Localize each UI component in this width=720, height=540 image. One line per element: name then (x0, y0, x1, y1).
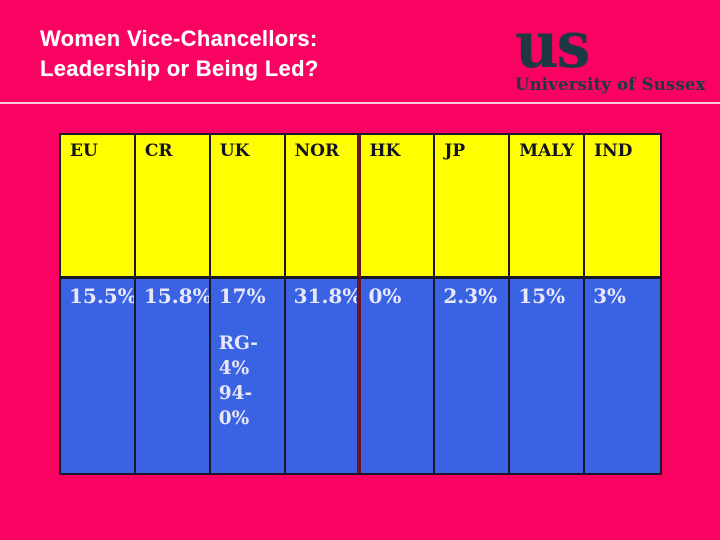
uk-extra-notes: RG- 4% 94- 0% (219, 331, 280, 431)
value-text-jp: 2.3% (443, 284, 498, 308)
value-cell-uk: 17% RG- 4% 94- 0% (210, 279, 286, 473)
value-cell-nor: 31.8% (285, 279, 361, 473)
title-divider-line (0, 102, 720, 104)
value-cell-cr: 15.8% (135, 279, 211, 473)
value-cell-ind: 3% (585, 279, 660, 473)
us-logo-mark: US (515, 7, 590, 84)
header-cell-maly: MALY (510, 135, 586, 279)
value-cell-hk: 0% (360, 279, 436, 473)
header-cell-ind: IND (585, 135, 660, 279)
title-line-1: Women Vice-Chancellors: (40, 26, 318, 51)
value-text-cr: 15.8% (143, 284, 211, 308)
value-text-maly: 15% (518, 284, 566, 308)
header-cell-cr: CR (135, 135, 211, 279)
value-cell-eu: 15.5% (61, 279, 136, 473)
university-of-sussex-logo: US University of Sussex (515, 7, 706, 94)
uk-extra-line-2: 94- 0% (218, 383, 253, 429)
header-cell-uk: UK (210, 135, 286, 279)
value-text-nor: 31.8% (293, 284, 361, 308)
value-text-eu: 15.5% (69, 284, 136, 308)
value-text-uk: 17% (218, 284, 266, 308)
value-cell-jp: 2.3% (435, 279, 511, 473)
header-cell-eu: EU (61, 135, 136, 279)
country-percentage-table: EU CR UK NOR HK JP MALY IND 15.5% 15.8% … (59, 133, 662, 475)
uk-extra-line-1: RG- 4% (218, 333, 258, 379)
header-cell-nor: NOR (285, 135, 361, 279)
title-line-2: Leadership or Being Led? (40, 56, 319, 81)
value-text-hk: 0% (368, 284, 402, 308)
header-cell-hk: HK (360, 135, 436, 279)
logo-caption: University of Sussex (515, 75, 706, 94)
header-cell-jp: JP (435, 135, 511, 279)
value-cell-maly: 15% (510, 279, 586, 473)
slide-title: Women Vice-Chancellors: Leadership or Be… (40, 24, 319, 84)
value-text-ind: 3% (593, 284, 627, 308)
